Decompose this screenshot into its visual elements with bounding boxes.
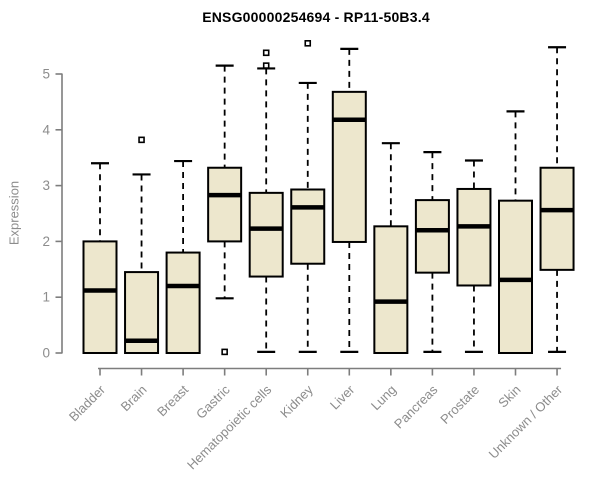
y-tick-label-4: 4 xyxy=(42,122,50,137)
box-kidney xyxy=(290,40,326,353)
y-tick-label-1: 1 xyxy=(42,290,50,305)
y-tick-label-0: 0 xyxy=(42,346,50,361)
box-breast xyxy=(165,159,201,354)
category-label-bladder: Bladder xyxy=(66,382,109,425)
box-pancreas xyxy=(414,151,450,353)
category-label-pancreas: Pancreas xyxy=(391,382,441,432)
iqr-box xyxy=(414,199,450,274)
category-label-skin: Skin xyxy=(495,382,523,410)
box-gastric xyxy=(207,64,243,356)
category-label-liver: Liver xyxy=(327,382,358,413)
category-label-lung: Lung xyxy=(368,382,399,413)
iqr-box xyxy=(248,191,284,278)
box-brain xyxy=(124,136,160,354)
iqr-box xyxy=(539,166,575,271)
iqr-box xyxy=(207,166,243,243)
box-liver xyxy=(331,47,367,353)
box-unknown-other xyxy=(539,46,575,353)
y-tick-label-2: 2 xyxy=(42,234,50,249)
iqr-box xyxy=(373,225,409,354)
outlier-point-0 xyxy=(262,62,270,69)
box-lung xyxy=(373,142,409,354)
iqr-box xyxy=(331,90,367,243)
iqr-box xyxy=(456,187,492,287)
iqr-box xyxy=(82,240,118,354)
outlier-point-1 xyxy=(262,49,270,57)
category-label-unknown-other: Unknown / Other xyxy=(486,382,566,462)
y-tick-label-5: 5 xyxy=(42,67,50,82)
chart-title: ENSG00000254694 - RP11-50B3.4 xyxy=(202,9,430,25)
y-tick-label-3: 3 xyxy=(42,178,50,193)
outlier-point-0 xyxy=(221,348,228,356)
category-label-brain: Brain xyxy=(118,382,150,414)
category-label-breast: Breast xyxy=(154,382,191,419)
category-label-prostate: Prostate xyxy=(437,382,482,427)
iqr-box xyxy=(165,251,201,354)
outlier-point-0 xyxy=(304,40,312,47)
category-label-kidney: Kidney xyxy=(277,382,316,421)
iqr-box xyxy=(290,188,326,265)
category-label-gastric: Gastric xyxy=(193,382,233,422)
box-hematopoietic-cells xyxy=(248,49,284,353)
outlier-point-0 xyxy=(138,136,145,144)
box-prostate xyxy=(456,159,492,353)
iqr-box xyxy=(498,199,533,354)
box-skin xyxy=(498,110,533,354)
box-bladder xyxy=(82,162,118,354)
